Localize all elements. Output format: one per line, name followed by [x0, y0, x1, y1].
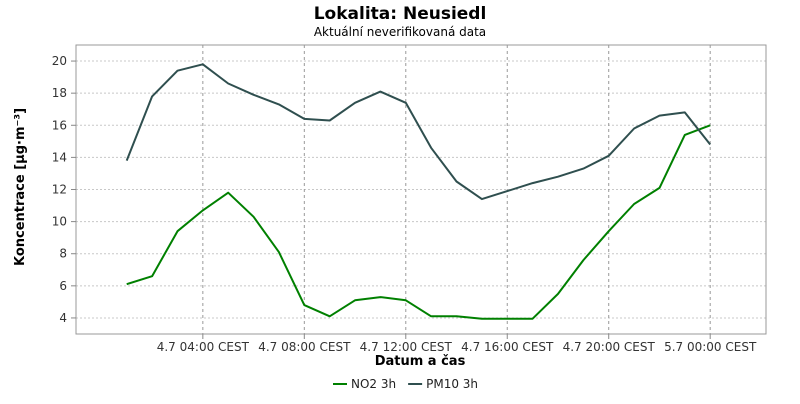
series-line-no2	[126, 124, 711, 320]
y-tick-label: 20	[52, 54, 67, 68]
legend-label-pm10: PM10 3h	[426, 377, 478, 391]
y-tick-label: 18	[52, 86, 67, 100]
x-tick-label: 5.7 00:00 CEST	[664, 340, 757, 354]
y-tick-label: 4	[59, 311, 67, 325]
chart-subtitle: Aktuální neverifikovaná data	[314, 25, 486, 39]
y-tick-label: 10	[52, 215, 67, 229]
chart-title: Lokalita: Neusiedl	[314, 4, 487, 24]
x-tick-label: 4.7 20:00 CEST	[563, 340, 656, 354]
x-tick-label: 4.7 16:00 CEST	[461, 340, 554, 354]
y-tick-label: 6	[59, 279, 67, 293]
axes: 4 6 8 10 12 14 16 18 20 4.7 04:00 CEST 4.7 08:00 C…	[52, 54, 757, 354]
x-tick-label: 4.7 12:00 CEST	[360, 340, 453, 354]
series-line-pm10	[125, 63, 711, 201]
y-tick-label: 12	[52, 183, 67, 197]
y-tick-label: 16	[52, 118, 67, 132]
y-tick-label: 8	[59, 247, 67, 261]
grid-lines	[76, 45, 766, 334]
x-tick-label: 4.7 04:00 CEST	[157, 340, 250, 354]
legend-label-no2: NO2 3h	[351, 377, 396, 391]
y-tick-label: 14	[52, 150, 67, 164]
legend: NO2 3h PM10 3h	[333, 377, 478, 391]
x-axis-title: Datum a čas	[375, 354, 466, 369]
series-lines	[125, 63, 711, 320]
y-axis-title: Koncentrace [µg·m⁻³]	[13, 108, 28, 266]
x-tick-label: 4.7 08:00 CEST	[258, 340, 351, 354]
